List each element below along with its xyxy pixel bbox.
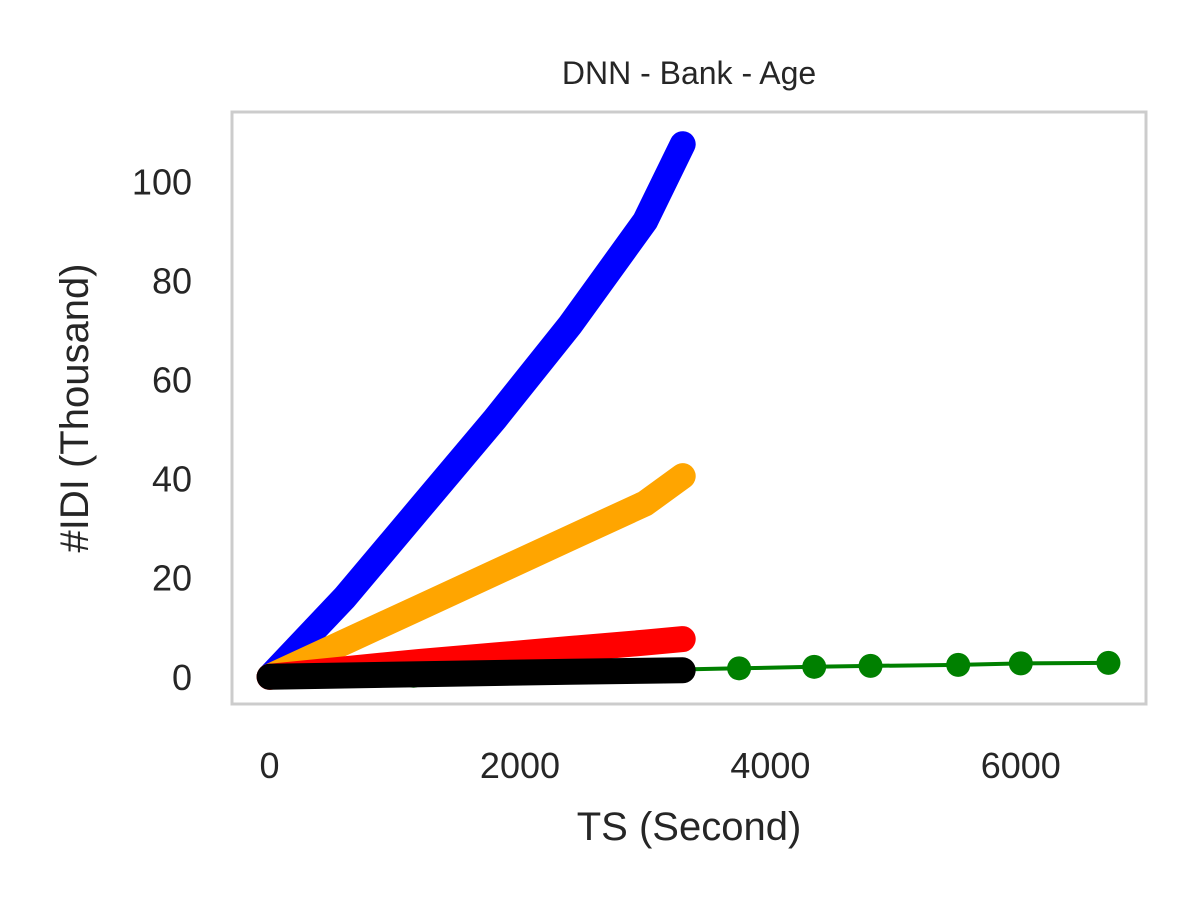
x-tick-label: 0 [260,745,280,786]
x-tick-labels: 0 2000 4000 6000 [260,745,1061,786]
y-tick-label: 100 [132,161,192,202]
y-axis-title: #IDI (Thousand) [53,263,97,552]
series-0-point [1008,651,1033,676]
y-tick-label: 40 [152,459,192,500]
series-0-point [802,654,827,679]
series-0-point [1096,650,1121,675]
series-1 [256,131,696,690]
x-tick-label: 4000 [730,745,810,786]
series-0-point [727,656,752,681]
y-tick-label: 80 [152,260,192,301]
y-tick-label: 60 [152,360,192,401]
series-4-band [256,657,696,690]
y-tick-label: 0 [172,657,192,698]
series-0-point [946,652,971,677]
chart-title: DNN - Bank - Age [562,55,816,91]
series-2-band [256,463,696,690]
x-tick-label: 6000 [981,745,1061,786]
series-1-band [256,131,696,690]
x-tick-label: 2000 [480,745,560,786]
series-0-point [858,653,883,678]
x-axis-title: TS (Second) [577,805,802,849]
plot-frame [230,110,1148,706]
series-layer [256,131,1121,690]
series-4 [256,657,696,690]
y-tick-label: 20 [152,558,192,599]
y-tick-labels: 0 20 40 60 80 100 [132,161,192,697]
series-2 [256,463,696,690]
